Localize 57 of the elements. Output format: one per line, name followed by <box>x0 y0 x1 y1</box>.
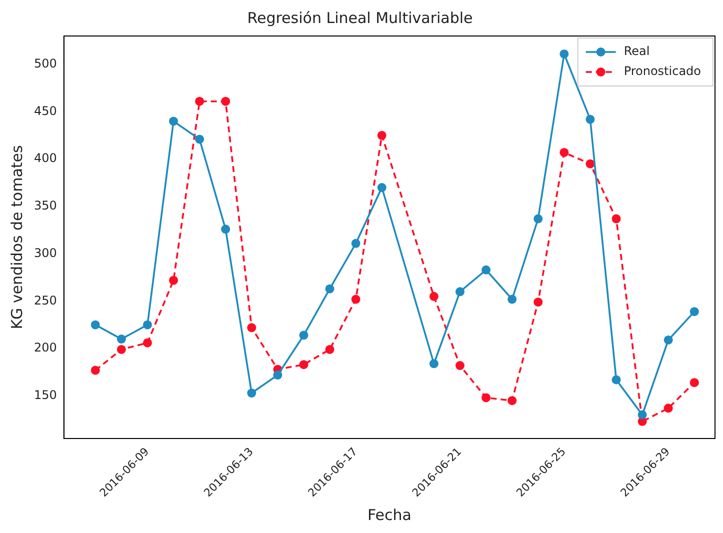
point <box>299 330 308 340</box>
point <box>377 130 386 140</box>
point <box>325 344 334 354</box>
point <box>273 370 282 380</box>
y-tick-label: 200 <box>34 340 57 355</box>
y-tick-label: 300 <box>34 246 57 260</box>
point <box>142 338 152 348</box>
point <box>247 323 256 332</box>
point <box>169 276 178 285</box>
y-axis-title: KG vendidos de tomates <box>8 144 26 330</box>
y-tick-label: 250 <box>34 293 57 308</box>
y-tick-label: 400 <box>34 151 57 166</box>
point <box>90 366 100 375</box>
point <box>455 361 464 370</box>
point <box>195 96 204 106</box>
point <box>299 360 308 370</box>
point <box>638 410 647 420</box>
point <box>508 294 517 304</box>
chart-title: Regresión Lineal Multivariable <box>247 8 473 27</box>
point <box>116 344 126 354</box>
point <box>169 116 178 126</box>
point <box>586 114 595 124</box>
point <box>690 378 699 388</box>
point <box>612 375 621 384</box>
point <box>221 96 230 106</box>
legend-label: Real <box>624 44 650 58</box>
point <box>429 292 438 301</box>
point <box>612 214 621 224</box>
point <box>482 393 491 402</box>
point <box>325 284 334 294</box>
point <box>534 298 543 307</box>
point <box>116 334 126 344</box>
point <box>247 388 256 398</box>
point <box>90 320 100 330</box>
point <box>508 396 517 406</box>
y-tick-label: 450 <box>34 104 57 118</box>
point <box>560 148 569 157</box>
point <box>351 238 360 248</box>
point <box>429 359 438 368</box>
y-tick-label: 150 <box>34 388 57 402</box>
point <box>586 159 595 168</box>
legend-label: Pronosticado <box>624 64 701 78</box>
point <box>664 335 673 344</box>
point <box>195 134 204 144</box>
y-tick-label: 350 <box>34 198 57 213</box>
point <box>690 307 699 316</box>
point <box>221 224 230 234</box>
x-axis-title: Fecha <box>367 506 412 524</box>
point <box>377 183 386 192</box>
point <box>560 49 569 58</box>
point <box>455 287 464 296</box>
point <box>142 320 152 330</box>
point <box>664 404 673 413</box>
y-tick-label: 500 <box>34 56 57 71</box>
point <box>534 214 543 224</box>
point <box>482 265 491 274</box>
point <box>351 294 360 304</box>
